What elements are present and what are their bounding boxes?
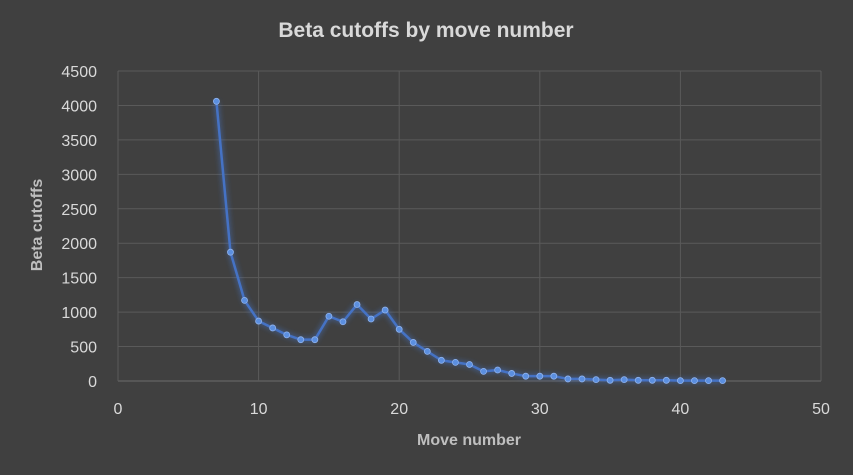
x-tick-label: 40 [672,401,690,418]
y-tick-label: 1000 [61,305,97,322]
data-point [381,306,389,314]
chart-title: Beta cutoffs by move number [278,19,573,42]
series-line-group [213,97,726,385]
data-point [606,376,614,384]
data-point [311,336,319,344]
data-point [367,315,375,323]
data-point [522,372,530,380]
gridlines [117,70,822,382]
y-tick-label: 1500 [61,271,97,288]
data-point [437,356,445,364]
x-tick-label: 0 [114,401,123,418]
x-axis-title: Move number [417,432,521,449]
data-point [536,372,544,380]
data-point [353,301,361,308]
data-point [423,347,431,355]
data-point [255,317,263,325]
data-point [283,331,291,339]
data-point [705,377,712,385]
data-point [395,325,403,333]
y-tick-label: 500 [70,340,97,357]
y-tick-label: 2500 [61,202,97,219]
data-point [634,376,642,384]
x-tick-label: 20 [390,401,408,418]
data-point [691,377,698,385]
y-tick-label: 3000 [61,167,97,184]
data-point [269,324,277,332]
data-point [466,361,473,368]
data-point [325,312,333,320]
y-tick-label: 4000 [61,98,97,115]
data-point [452,358,459,366]
data-point [677,377,684,385]
data-point [648,376,656,384]
data-point [480,367,487,375]
x-tick-label: 30 [531,401,549,418]
x-tick-label: 50 [812,401,830,418]
data-point [297,336,305,344]
data-point [578,375,586,383]
x-tick-label: 10 [250,401,268,418]
data-point [662,376,670,384]
data-point [494,366,502,374]
data-point [719,377,726,385]
y-axis-title: Beta cutoffs [29,179,46,272]
data-point [241,296,248,304]
data-point [508,370,516,377]
y-tick-label: 4500 [61,64,97,81]
data-point [550,372,558,380]
data-point [564,375,572,383]
y-tick-label: 3500 [61,133,97,150]
tick-labels: 0 500 1000 1500 2000 2500 3000 3500 4000 4500 0 10 2… [61,64,830,418]
data-point [409,339,417,346]
y-tick-label: 0 [88,374,97,391]
data-point [620,376,628,384]
data-point [339,318,347,326]
data-point [213,97,220,105]
data-point [227,248,234,256]
data-point [592,376,600,384]
y-tick-label: 2000 [61,236,97,253]
